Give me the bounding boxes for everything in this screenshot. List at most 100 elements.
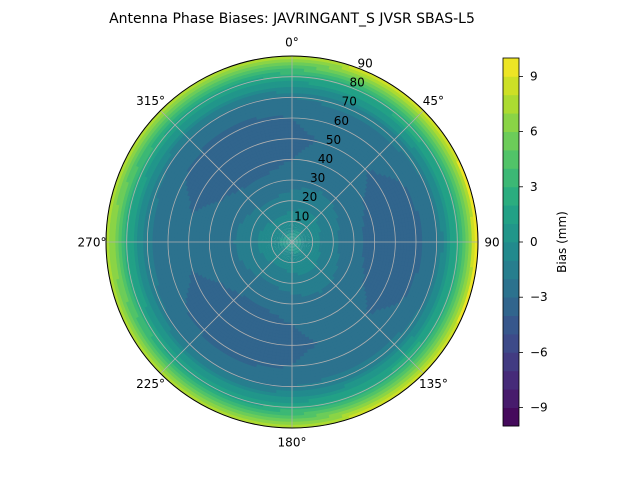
contour-cell xyxy=(283,252,286,256)
contour-cell xyxy=(282,218,285,222)
contour-cell xyxy=(303,266,307,271)
contour-cell xyxy=(286,253,289,258)
contour-cell xyxy=(311,250,316,253)
contour-cell xyxy=(307,238,311,240)
contour-cell xyxy=(295,229,298,234)
contour-cell xyxy=(300,264,303,269)
contour-cell xyxy=(304,250,309,253)
contour-cell xyxy=(283,245,287,248)
contour-cell xyxy=(290,232,292,236)
contour-cell xyxy=(300,237,305,239)
contour-cell xyxy=(299,247,303,251)
contour-cell xyxy=(301,215,304,220)
contour-cell xyxy=(294,232,297,237)
contour-cell xyxy=(303,229,307,233)
contour-cell xyxy=(276,259,280,264)
contour-cell xyxy=(317,228,322,231)
contour-cell xyxy=(279,236,284,239)
contour-cell xyxy=(286,246,289,251)
contour-cell xyxy=(287,236,291,240)
contour-cell xyxy=(288,222,291,227)
contour-cell xyxy=(301,239,305,241)
contour-cell xyxy=(294,232,296,237)
contour-cell xyxy=(298,252,301,256)
contour-cell xyxy=(269,251,273,254)
contour-cell xyxy=(294,243,298,247)
contour-cell xyxy=(276,217,280,221)
contour-cell xyxy=(284,224,287,228)
contour-cell xyxy=(311,231,316,235)
contour-cell xyxy=(293,248,295,252)
contour-cell xyxy=(317,252,322,256)
contour-cell xyxy=(293,235,295,240)
contour-cell xyxy=(301,261,304,265)
contour-cell xyxy=(286,226,289,231)
contour-cell xyxy=(280,246,285,250)
contour-cell xyxy=(297,256,300,261)
contour-cell xyxy=(298,255,301,260)
contour-cell xyxy=(284,253,287,257)
contour-cell xyxy=(284,262,287,267)
contour-cell xyxy=(280,245,284,249)
contour-cell xyxy=(283,268,287,273)
contour-cell xyxy=(296,249,300,254)
contour-cell xyxy=(296,223,299,228)
contour-cell xyxy=(282,255,285,259)
contour-cell xyxy=(303,236,308,239)
contour-cell xyxy=(275,222,279,226)
polar-plot-area xyxy=(106,56,478,428)
contour-cell xyxy=(301,239,305,241)
contour-cell xyxy=(282,237,287,240)
contour-cell xyxy=(295,240,299,242)
contour-cell xyxy=(300,237,305,240)
contour-cell xyxy=(276,236,281,239)
contour-cell xyxy=(282,228,285,233)
contour-cell xyxy=(296,253,300,257)
contour-cell xyxy=(273,246,278,248)
contour-cell xyxy=(287,247,290,251)
contour-cell xyxy=(279,249,283,253)
contour-cell xyxy=(280,264,283,269)
contour-cell xyxy=(286,238,290,241)
contour-cell xyxy=(305,258,309,262)
contour-cell xyxy=(274,257,278,261)
contour-cell xyxy=(282,255,286,260)
contour-cell xyxy=(302,260,306,265)
contour-cell xyxy=(292,244,295,249)
contour-cell xyxy=(299,234,303,237)
contour-cell xyxy=(293,236,296,240)
contour-cell xyxy=(306,246,311,249)
contour-cell xyxy=(287,236,291,240)
contour-cell xyxy=(293,244,297,248)
contour-cell xyxy=(278,216,282,221)
contour-cell xyxy=(312,226,317,230)
contour-cell xyxy=(306,236,311,238)
contour-cell xyxy=(298,239,302,241)
contour-cell xyxy=(294,254,296,258)
contour-cell xyxy=(299,262,302,266)
contour-cell xyxy=(282,242,286,244)
contour-cell xyxy=(273,245,277,247)
contour-cell xyxy=(273,235,278,238)
contour-cell xyxy=(295,250,298,254)
contour-cell xyxy=(283,235,288,239)
contour-cell xyxy=(285,242,289,244)
contour-cell xyxy=(301,232,306,235)
contour-cell xyxy=(280,235,284,238)
contour-cell xyxy=(296,235,301,239)
contour-cell xyxy=(277,252,281,256)
contour-cell xyxy=(305,249,309,252)
contour-cell xyxy=(308,225,312,229)
contour-cell xyxy=(293,251,295,255)
contour-cell xyxy=(283,245,287,248)
contour-cell xyxy=(285,242,290,244)
contour-cell xyxy=(289,244,291,249)
contour-cell xyxy=(278,253,283,257)
contour-cell xyxy=(296,230,300,235)
contour-cell xyxy=(285,243,290,245)
contour-cell xyxy=(279,243,283,245)
contour-cell xyxy=(306,234,311,237)
contour-cell xyxy=(293,244,296,249)
contour-cell xyxy=(269,229,273,233)
contour-cell xyxy=(281,229,285,233)
